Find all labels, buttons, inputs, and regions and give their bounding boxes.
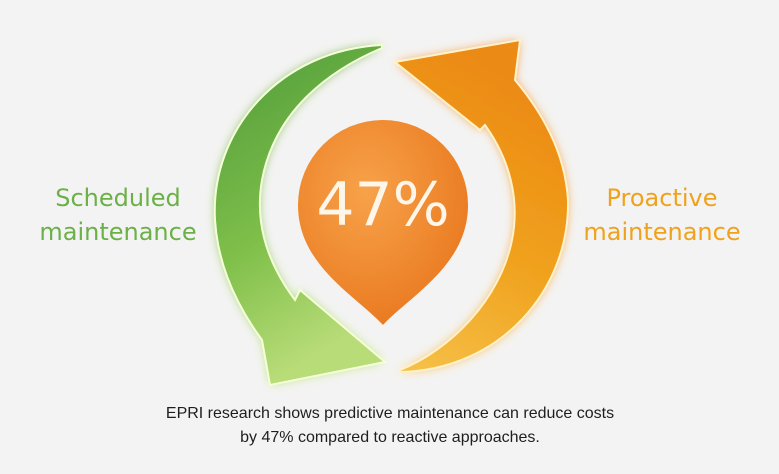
- left-label: maintenance: [39, 218, 196, 246]
- right-label: Proactive: [606, 184, 717, 212]
- center-drop: [298, 119, 468, 325]
- center-value: 47%: [316, 170, 449, 240]
- caption: by 47% compared to reactive approaches.: [240, 429, 540, 446]
- right-label: maintenance: [583, 218, 740, 246]
- green-arrow: [213, 43, 388, 387]
- caption: EPRI research shows predictive maintenan…: [166, 405, 614, 422]
- orange-arrow: [392, 38, 570, 374]
- left-label: Scheduled: [55, 184, 181, 212]
